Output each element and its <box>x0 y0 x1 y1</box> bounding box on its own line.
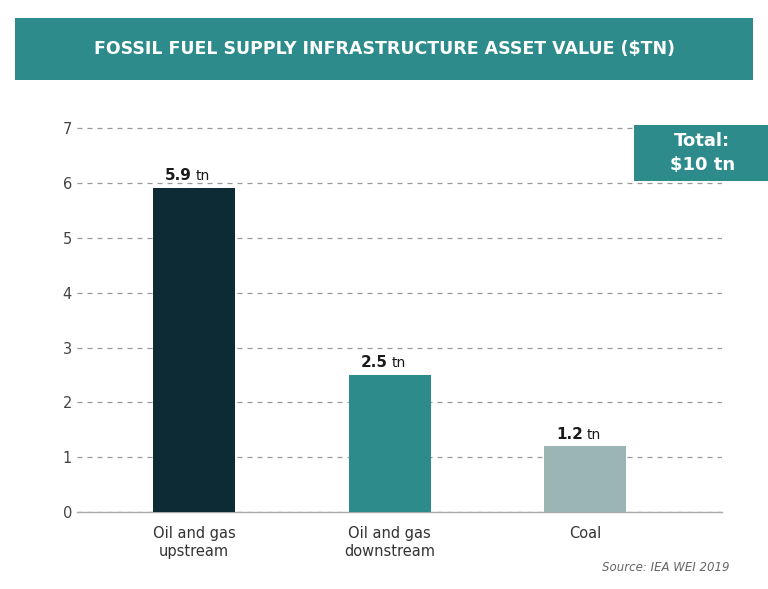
FancyBboxPatch shape <box>634 125 768 181</box>
Text: 5.9: 5.9 <box>165 168 192 183</box>
Text: 2.5: 2.5 <box>361 355 388 370</box>
Bar <box>349 375 431 512</box>
Text: tn: tn <box>196 169 210 183</box>
Text: Source: IEA WEI 2019: Source: IEA WEI 2019 <box>602 561 730 574</box>
Text: 1.2: 1.2 <box>556 426 583 442</box>
Text: Total:
$10 tn: Total: $10 tn <box>670 132 735 174</box>
Text: FOSSIL FUEL SUPPLY INFRASTRUCTURE ASSET VALUE ($TN): FOSSIL FUEL SUPPLY INFRASTRUCTURE ASSET … <box>94 39 674 58</box>
Bar <box>544 446 626 512</box>
Bar <box>153 188 235 512</box>
Text: tn: tn <box>587 428 601 442</box>
Text: tn: tn <box>392 356 406 370</box>
